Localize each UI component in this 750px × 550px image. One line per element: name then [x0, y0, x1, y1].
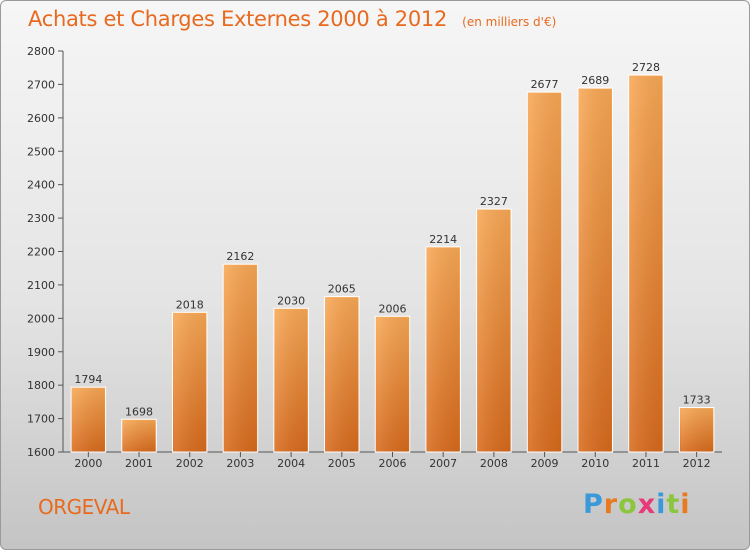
bar-shade	[224, 265, 257, 452]
x-tick-label: 2005	[328, 457, 356, 470]
city-name: ORGEVAL	[38, 495, 130, 519]
bar-shade	[376, 317, 409, 452]
x-tick-label: 2012	[683, 457, 711, 470]
x-tick-label: 2006	[379, 457, 407, 470]
bar-shade	[477, 210, 511, 452]
x-tick-label: 2003	[226, 457, 254, 470]
bar-shade	[72, 388, 105, 452]
value-label: 2728	[632, 61, 660, 74]
x-tick-label: 2007	[429, 457, 457, 470]
y-tick-label: 2700	[27, 78, 55, 91]
title-block: Achats et Charges Externes 2000 à 2012 (…	[28, 7, 556, 31]
logo-letter: t	[666, 489, 681, 520]
logo-letter: i	[680, 489, 691, 520]
bar-shade	[274, 309, 308, 452]
value-label: 2030	[277, 294, 305, 307]
y-tick-label: 1700	[27, 413, 55, 426]
bar-shade	[122, 420, 156, 452]
x-tick-label: 2004	[277, 457, 305, 470]
value-label: 2006	[379, 302, 407, 315]
bar-shade	[325, 297, 359, 452]
logo-letter: x	[637, 489, 657, 520]
logo-letter: r	[603, 489, 619, 520]
y-tick-label: 2000	[27, 312, 55, 325]
logo-letter: o	[618, 489, 638, 520]
value-label: 2162	[226, 250, 254, 263]
value-label: 2327	[480, 195, 508, 208]
bar-shade	[426, 247, 460, 452]
y-tick-label: 2600	[27, 112, 55, 125]
value-label: 2214	[429, 233, 457, 246]
logo-letter: i	[656, 489, 667, 520]
y-tick-label: 2400	[27, 179, 55, 192]
value-label: 1733	[683, 394, 711, 407]
bar-shade	[173, 313, 206, 452]
value-label: 2689	[581, 74, 609, 87]
chart-subtitle: (en milliers d'€)	[462, 15, 557, 29]
bar-shade	[629, 76, 663, 452]
value-label: 1698	[125, 405, 153, 418]
value-label: 2065	[328, 283, 356, 296]
bar-shade	[528, 93, 561, 452]
x-tick-label: 2008	[480, 457, 508, 470]
x-tick-label: 2001	[125, 457, 153, 470]
y-tick-label: 2100	[27, 279, 55, 292]
y-tick-label: 2500	[27, 145, 55, 158]
x-tick-label: 2010	[581, 457, 609, 470]
proxiti-logo: Proxiti	[583, 489, 691, 520]
x-tick-label: 2009	[531, 457, 559, 470]
y-tick-label: 1800	[27, 379, 55, 392]
y-tick-label: 2800	[27, 45, 55, 58]
bar-shade	[579, 89, 612, 452]
bar-shade	[680, 408, 713, 452]
logo-letter: P	[583, 489, 604, 520]
x-tick-label: 2000	[74, 457, 102, 470]
y-tick-label: 2200	[27, 246, 55, 259]
value-label: 2677	[531, 78, 559, 91]
value-label: 2018	[176, 298, 204, 311]
y-tick-label: 2300	[27, 212, 55, 225]
x-tick-label: 2011	[632, 457, 660, 470]
value-label: 1794	[74, 373, 102, 386]
x-tick-label: 2002	[176, 457, 204, 470]
chart-title: Achats et Charges Externes 2000 à 2012	[28, 7, 448, 31]
y-tick-label: 1900	[27, 346, 55, 359]
y-tick-label: 1600	[27, 446, 55, 459]
